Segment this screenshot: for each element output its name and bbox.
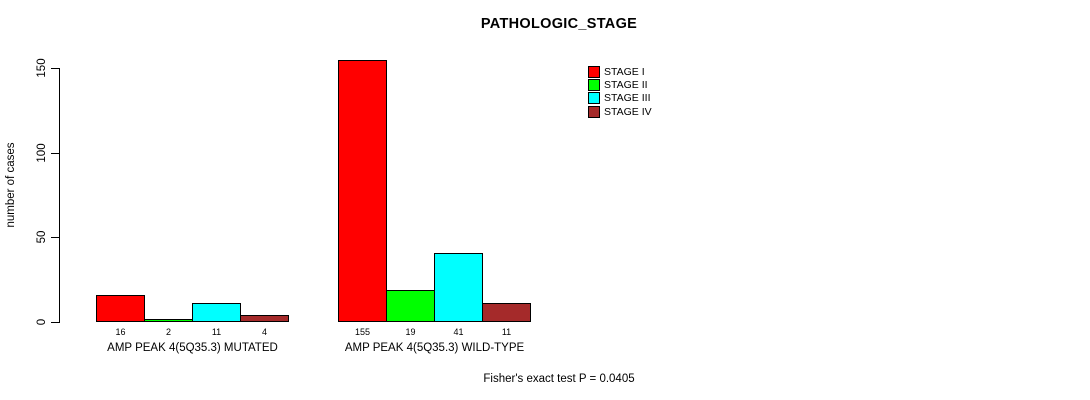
bar-value-label: 11 (211, 327, 222, 337)
y-tick-label: 100 (36, 143, 48, 163)
y-axis-label: number of cases (5, 142, 17, 228)
legend-label: STAGE IV (604, 105, 652, 118)
y-axis-line (59, 68, 60, 323)
legend-item: STAGE I (588, 65, 652, 78)
bar-value-label: 4 (261, 327, 268, 337)
legend-swatch (588, 79, 600, 92)
y-tick (51, 152, 59, 154)
y-tick-label: 0 (36, 318, 48, 326)
y-tick-label: 150 (36, 58, 48, 78)
bar-value-label: 2 (165, 327, 172, 337)
y-tick (51, 68, 59, 69)
legend-swatch (588, 92, 600, 105)
bar (144, 319, 193, 322)
category-label: AMP PEAK 4(5Q35.3) MUTATED (107, 342, 278, 354)
legend-item: STAGE IV (588, 105, 652, 118)
legend: STAGE I STAGE II STAGE III STAGE IV (588, 65, 652, 119)
bar-value-label: 155 (354, 327, 371, 337)
y-tick (51, 237, 59, 239)
statistical-annotation: Fisher's exact test P = 0.0405 (483, 373, 635, 385)
bar (386, 290, 435, 322)
bar (240, 315, 289, 322)
bar-value-label: 19 (405, 327, 416, 337)
legend-label: STAGE II (604, 79, 648, 92)
legend-label: STAGE III (604, 92, 651, 105)
y-tick (51, 322, 59, 323)
legend-item: STAGE III (588, 92, 652, 105)
bar (434, 253, 483, 322)
bar (96, 295, 145, 322)
category-label: AMP PEAK 4(5Q35.3) WILD-TYPE (344, 342, 525, 354)
chart-title: PATHOLOGIC_STAGE (480, 16, 638, 32)
legend-label: STAGE I (604, 65, 645, 78)
bar-value-label: 16 (115, 327, 126, 337)
legend-swatch (588, 105, 600, 118)
bar-value-label: 11 (501, 327, 512, 337)
legend-item: STAGE II (588, 78, 652, 92)
legend-swatch (588, 65, 600, 78)
bar-value-label: 41 (453, 327, 464, 337)
bar (192, 303, 241, 322)
bar (338, 60, 387, 322)
y-tick-label: 50 (36, 230, 48, 244)
bar (482, 303, 531, 322)
